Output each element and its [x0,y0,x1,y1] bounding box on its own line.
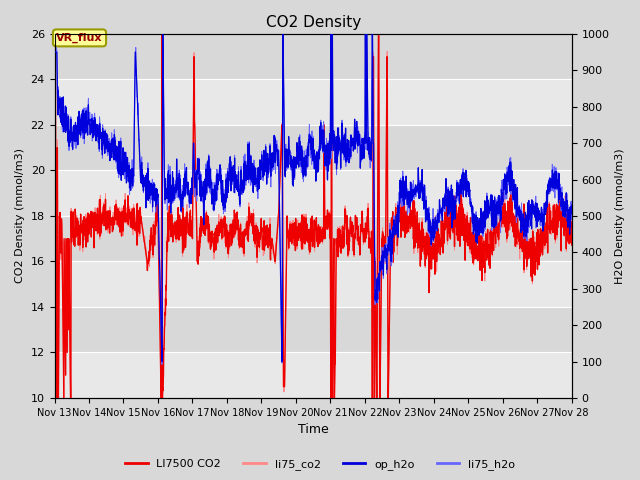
Y-axis label: H2O Density (mmol/m3): H2O Density (mmol/m3) [615,148,625,284]
Bar [54,170,572,216]
X-axis label: Time: Time [298,423,328,436]
Title: CO2 Density: CO2 Density [266,15,361,30]
Bar [54,307,572,352]
Bar [54,352,572,398]
Legend: LI7500 CO2, li75_co2, op_h2o, li75_h2o: LI7500 CO2, li75_co2, op_h2o, li75_h2o [121,455,519,474]
Bar [54,34,572,80]
Text: VR_flux: VR_flux [56,33,103,43]
Bar [54,125,572,170]
Y-axis label: CO2 Density (mmol/m3): CO2 Density (mmol/m3) [15,148,25,283]
Bar [54,216,572,262]
Bar [54,262,572,307]
Bar [54,80,572,125]
